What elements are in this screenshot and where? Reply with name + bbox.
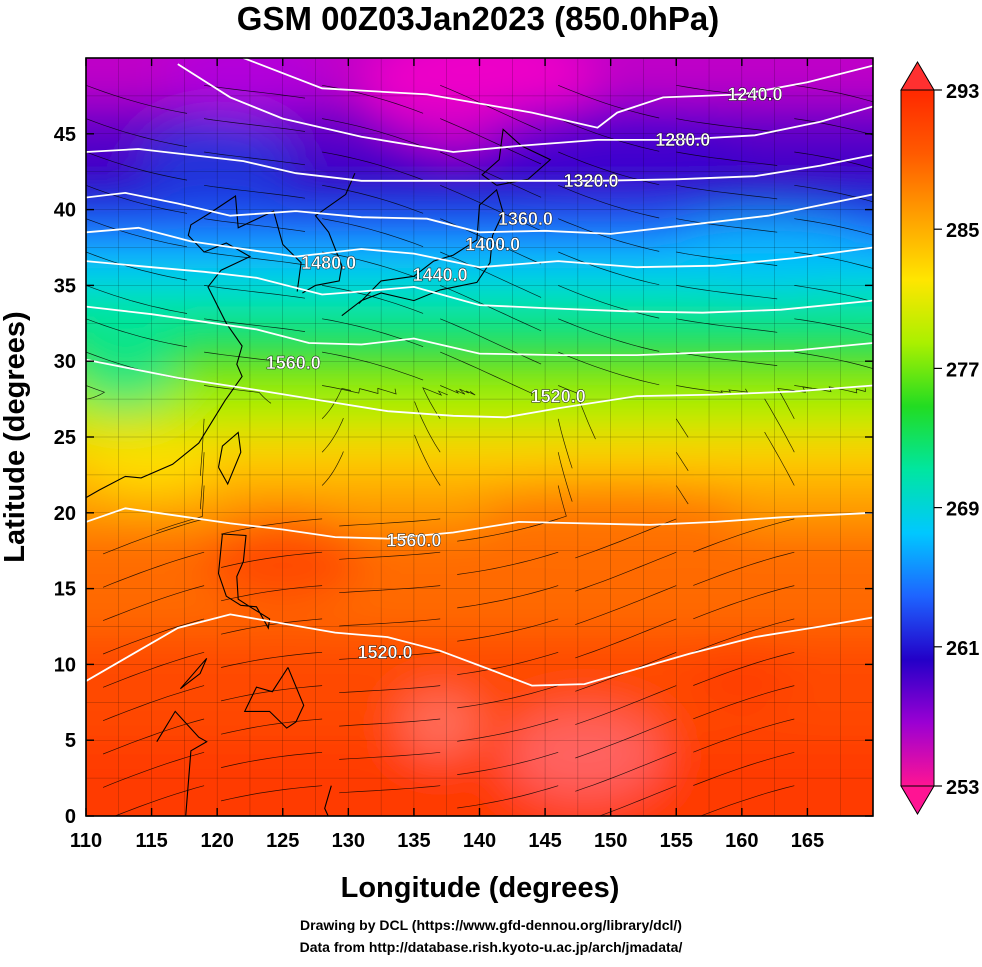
- coastline: [217, 431, 242, 486]
- credit-dcl: Drawing by DCL (https://www.gfd-dennou.o…: [300, 917, 682, 933]
- contour-line: [86, 260, 873, 314]
- coastline: [341, 188, 504, 317]
- x-tick-label: 145: [528, 830, 561, 852]
- x-tick-label: 125: [266, 830, 299, 852]
- colorbar: 293 285 277 269 261 253: [900, 61, 979, 815]
- contour-label: 1520.0: [531, 386, 586, 406]
- y-tick-label: 35: [54, 275, 76, 297]
- x-tick-label: 150: [594, 830, 627, 852]
- y-axis-ticks: 0 5 10 15 20 25 30 35 40 45: [54, 124, 873, 828]
- contour-label: 1520.0: [358, 643, 413, 663]
- contour-label: 1560.0: [266, 353, 321, 373]
- x-tick-label: 135: [397, 830, 430, 852]
- credit-data-source: Data from http://database.rish.kyoto-u.a…: [299, 939, 683, 955]
- colorbar-min-arrow: [900, 785, 935, 815]
- coastline: [243, 667, 305, 729]
- contour-label: 1560.0: [386, 530, 441, 550]
- coastline: [179, 657, 208, 690]
- colorbar-gradient: [900, 89, 935, 787]
- height-contours: [86, 58, 873, 687]
- colorbar-tick-label: 253: [946, 777, 979, 799]
- x-tick-label: 110: [70, 830, 102, 852]
- colorbar-tick-label: 285: [946, 220, 979, 242]
- colorbar-ticks: 293 285 277 269 261 253: [934, 81, 979, 799]
- colorbar-tick-label: 293: [946, 81, 979, 103]
- contour-label: 1320.0: [563, 171, 618, 191]
- map-plot-area: 1240.0 1280.0 1320.0 1360.0 1400.0 1440.0 1480…: [54, 57, 874, 852]
- y-tick-label: 15: [54, 579, 76, 601]
- y-tick-label: 45: [54, 124, 76, 146]
- y-tick-label: 40: [54, 200, 76, 222]
- colorbar-max-arrow: [900, 61, 935, 91]
- contour-label: 1440.0: [413, 265, 468, 285]
- contour-line: [86, 507, 873, 540]
- contour-line: [86, 148, 873, 182]
- y-tick-label: 5: [65, 730, 76, 752]
- contour-label: 1400.0: [465, 235, 520, 255]
- contour-line: [243, 58, 873, 129]
- contour-line: [86, 613, 873, 687]
- contour-line: [86, 305, 873, 356]
- y-axis-label: Latitude (degrees): [0, 311, 31, 562]
- y-tick-label: 10: [54, 654, 76, 676]
- contour-label: 1360.0: [498, 209, 553, 229]
- grid-lines: [86, 58, 873, 816]
- contour-line: [86, 358, 873, 419]
- coastline: [324, 785, 332, 816]
- contour-line: [86, 226, 873, 269]
- y-tick-label: 20: [54, 503, 76, 525]
- contour-line: [177, 63, 873, 153]
- figure-title: GSM 00Z03Jan2023 (850.0hPa): [237, 0, 719, 37]
- x-tick-label: 160: [725, 830, 758, 852]
- coastline: [217, 533, 271, 630]
- coastlines: [86, 128, 552, 816]
- y-tick-label: 25: [54, 427, 76, 449]
- colorbar-tick-label: 277: [946, 359, 979, 381]
- contour-label: 1280.0: [655, 130, 710, 150]
- colorbar-tick-label: 269: [946, 499, 979, 521]
- x-axis-label: Longitude (degrees): [341, 872, 620, 904]
- x-axis-ticks: 110 115 120 125 130 135 140 145 150 155 160 165: [70, 58, 824, 852]
- coastline: [302, 172, 356, 294]
- x-tick-label: 165: [791, 830, 824, 852]
- contour-label: 1480.0: [301, 253, 356, 273]
- coastline: [156, 710, 208, 816]
- x-tick-label: 115: [135, 830, 167, 852]
- coastline: [86, 195, 302, 499]
- colorbar-tick-label: 261: [946, 638, 979, 660]
- x-tick-label: 120: [200, 830, 233, 852]
- contour-label: 1240.0: [727, 85, 782, 105]
- y-tick-label: 30: [54, 351, 76, 373]
- x-tick-label: 155: [660, 830, 693, 852]
- x-tick-label: 130: [332, 830, 365, 852]
- x-tick-label: 140: [463, 830, 496, 852]
- contour-line: [86, 191, 873, 235]
- y-tick-label: 0: [65, 806, 76, 828]
- contour-labels: 1240.0 1280.0 1320.0 1360.0 1400.0 1440.0 1480…: [266, 84, 783, 663]
